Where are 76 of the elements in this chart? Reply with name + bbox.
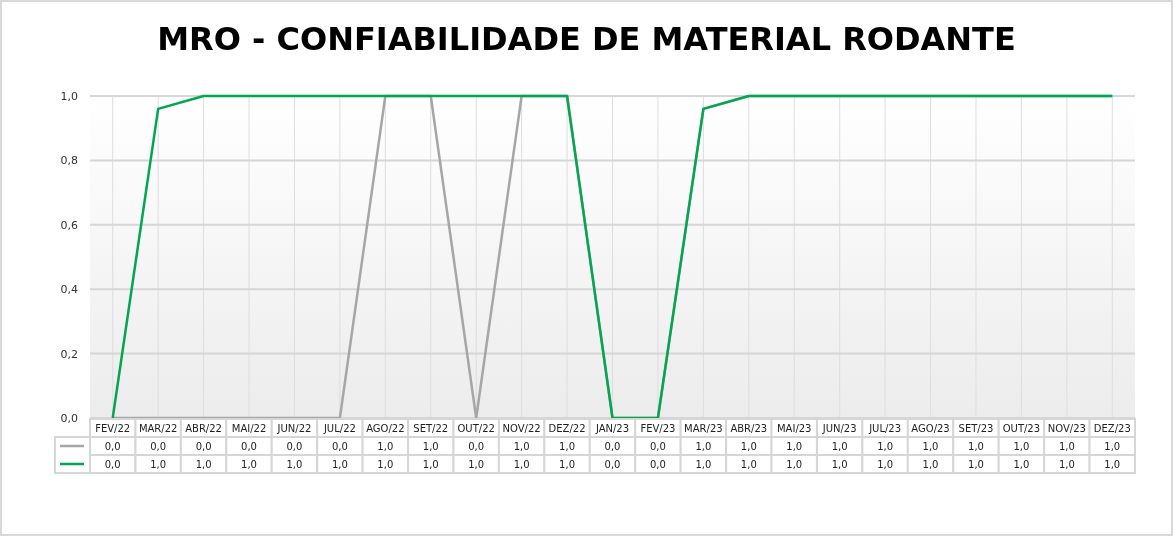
data-label: 1,0 bbox=[513, 459, 530, 470]
x-tick-label: FEV/23 bbox=[640, 423, 676, 434]
data-label: 1,0 bbox=[740, 441, 757, 452]
x-tick-label: AGO/22 bbox=[366, 423, 405, 434]
data-label: 1,0 bbox=[1104, 459, 1121, 470]
data-label: 1,0 bbox=[968, 441, 984, 452]
data-label: 1,0 bbox=[786, 459, 803, 470]
data-label: 1,0 bbox=[877, 441, 894, 452]
data-label: 1,0 bbox=[150, 459, 167, 470]
data-label: 1,0 bbox=[195, 459, 212, 470]
x-tick-label: NOV/22 bbox=[502, 423, 541, 434]
data-label: 0,0 bbox=[604, 459, 621, 470]
x-tick-label: MAR/22 bbox=[138, 423, 178, 434]
data-label: 0,0 bbox=[604, 441, 621, 452]
x-tick-label: DEZ/22 bbox=[548, 423, 586, 434]
data-label: 1,0 bbox=[695, 459, 712, 470]
data-label: 0,0 bbox=[649, 441, 666, 452]
data-label: 1,0 bbox=[422, 459, 439, 470]
x-tick-label: MAI/22 bbox=[231, 423, 267, 434]
data-label: 1,0 bbox=[1058, 441, 1075, 452]
data-label: 1,0 bbox=[377, 459, 394, 470]
data-label: 1,0 bbox=[559, 459, 576, 470]
data-label: 0,0 bbox=[331, 441, 348, 452]
x-tick-label: JUN/22 bbox=[276, 423, 312, 434]
data-label: 1,0 bbox=[831, 441, 848, 452]
data-label: 1,0 bbox=[1104, 441, 1121, 452]
y-tick-label: 0,0 bbox=[60, 412, 78, 425]
data-label: 1,0 bbox=[559, 441, 576, 452]
data-label: 0,0 bbox=[150, 441, 167, 452]
x-tick-label: DEZ/23 bbox=[1093, 423, 1131, 434]
data-label: 0,0 bbox=[195, 441, 212, 452]
data-label: 1,0 bbox=[695, 441, 712, 452]
x-tick-label: AGO/23 bbox=[911, 423, 950, 434]
data-label: 1,0 bbox=[241, 459, 257, 470]
data-label: 1,0 bbox=[468, 459, 485, 470]
x-tick-label: JUL/22 bbox=[322, 423, 356, 434]
y-tick-label: 1,0 bbox=[60, 90, 78, 103]
data-label: 1,0 bbox=[968, 459, 984, 470]
x-tick-label: MAI/23 bbox=[776, 423, 812, 434]
x-tick-label: SET/23 bbox=[958, 423, 994, 434]
x-tick-label: OUT/22 bbox=[457, 423, 495, 434]
x-tick-label: JUL/23 bbox=[868, 423, 902, 434]
y-tick-label: 0,8 bbox=[60, 154, 78, 168]
data-label: 1,0 bbox=[740, 459, 757, 470]
x-tick-label: JUN/23 bbox=[821, 423, 857, 434]
x-tick-label: FEV/22 bbox=[95, 423, 131, 434]
x-tick-label: ABR/23 bbox=[730, 423, 768, 434]
data-label: 1,0 bbox=[513, 441, 530, 452]
data-label: 0,0 bbox=[649, 459, 666, 470]
data-label: 1,0 bbox=[922, 459, 939, 470]
data-label: 1,0 bbox=[1013, 441, 1030, 452]
x-tick-label: ABR/22 bbox=[185, 423, 222, 434]
data-label: 0,0 bbox=[286, 441, 303, 452]
data-label: 0,0 bbox=[104, 441, 121, 452]
data-label: 1,0 bbox=[877, 459, 894, 470]
data-label: 1,0 bbox=[1013, 459, 1030, 470]
data-label: 1,0 bbox=[831, 459, 848, 470]
data-label: 0,0 bbox=[468, 441, 485, 452]
data-label: 1,0 bbox=[286, 459, 303, 470]
y-tick-label: 0,4 bbox=[60, 283, 78, 297]
data-label: 0,0 bbox=[241, 441, 257, 452]
data-label: 1,0 bbox=[377, 441, 394, 452]
data-label: 1,0 bbox=[331, 459, 348, 470]
x-tick-label: JAN/23 bbox=[594, 423, 630, 434]
x-tick-label: MAR/23 bbox=[684, 423, 723, 434]
data-label: 0,0 bbox=[104, 459, 121, 470]
x-tick-label: OUT/23 bbox=[1002, 423, 1041, 434]
data-label: 1,0 bbox=[786, 441, 803, 452]
chart-title: MRO - CONFIABILIDADE DE MATERIAL RODANTE bbox=[157, 20, 1016, 58]
y-tick-label: 0,2 bbox=[60, 347, 78, 361]
data-label: 1,0 bbox=[1058, 459, 1075, 470]
data-label: 1,0 bbox=[422, 441, 439, 452]
data-label: 1,0 bbox=[922, 441, 939, 452]
x-tick-label: SET/22 bbox=[413, 423, 449, 434]
y-tick-label: 0,6 bbox=[60, 218, 78, 232]
x-tick-label: NOV/23 bbox=[1047, 423, 1086, 434]
